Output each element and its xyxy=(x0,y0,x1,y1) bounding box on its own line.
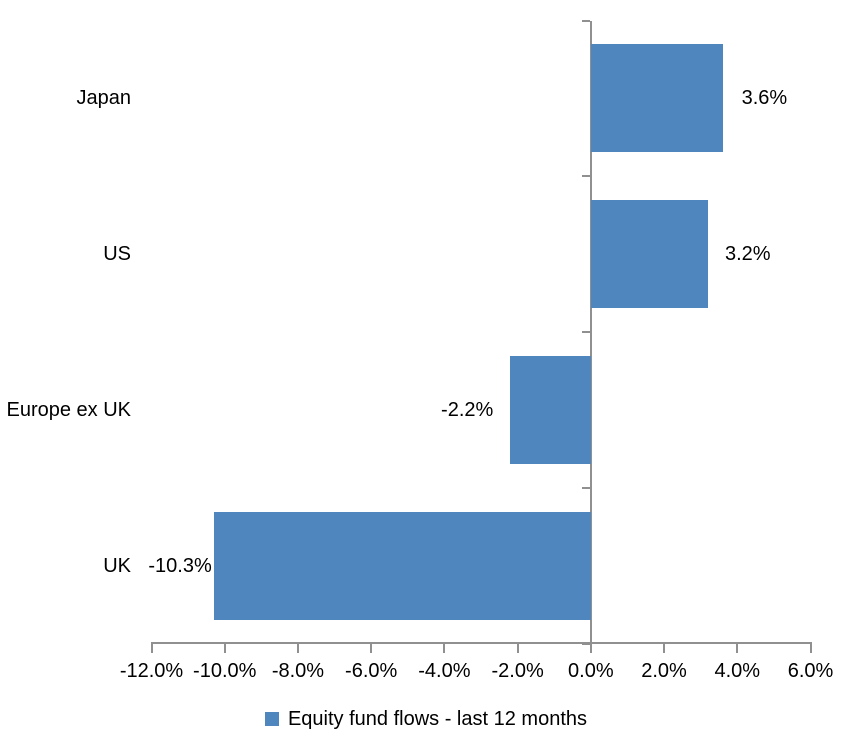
data-label: -10.3% xyxy=(148,554,212,577)
category-axis-tick xyxy=(581,331,590,333)
legend-label: Equity fund flows - last 12 months xyxy=(287,708,588,730)
value-axis-tick xyxy=(296,643,299,653)
value-axis-tick xyxy=(809,643,812,653)
bar xyxy=(590,44,723,153)
value-axis-line xyxy=(150,641,812,644)
legend: Equity fund flows - last 12 months xyxy=(0,706,852,732)
value-axis-tick-label: -12.0% xyxy=(119,660,184,682)
legend-swatch xyxy=(264,712,279,726)
value-axis-tick xyxy=(589,643,592,653)
value-axis-tick-label: -2.0% xyxy=(491,660,544,682)
bar xyxy=(590,200,708,309)
value-axis-tick-label: -4.0% xyxy=(418,660,471,682)
category-axis-tick xyxy=(581,642,590,645)
category-axis-tick xyxy=(581,19,590,22)
value-axis-tick xyxy=(223,643,226,653)
value-axis-tick-label: -8.0% xyxy=(271,660,325,682)
value-axis-tick-label: 0.0% xyxy=(568,660,614,682)
value-axis-tick xyxy=(516,643,519,653)
category-axis-line xyxy=(589,20,592,644)
bar xyxy=(510,355,591,464)
value-axis-tick xyxy=(443,643,446,653)
category-label: Japan xyxy=(76,87,132,110)
category-label: UK xyxy=(103,554,131,577)
data-label: 3.2% xyxy=(724,243,771,266)
value-axis-tick xyxy=(736,643,739,653)
category-label: Europe ex UK xyxy=(6,398,131,421)
value-axis-tick-label: 6.0% xyxy=(787,660,834,682)
value-axis-tick xyxy=(150,643,153,653)
category-axis-tick xyxy=(581,175,590,178)
bar xyxy=(213,511,591,620)
category-label: US xyxy=(103,243,131,266)
category-axis-tick xyxy=(581,486,590,489)
value-axis-tick xyxy=(370,643,373,653)
value-axis-tick-label: -6.0% xyxy=(345,660,398,682)
value-axis-tick-label: 4.0% xyxy=(714,660,761,682)
value-axis-tick-label: 2.0% xyxy=(641,660,687,682)
value-axis-tick xyxy=(663,643,666,653)
value-axis-tick-label: -10.0% xyxy=(193,660,257,682)
data-label: -2.2% xyxy=(441,398,494,421)
data-label: 3.6% xyxy=(741,87,788,110)
